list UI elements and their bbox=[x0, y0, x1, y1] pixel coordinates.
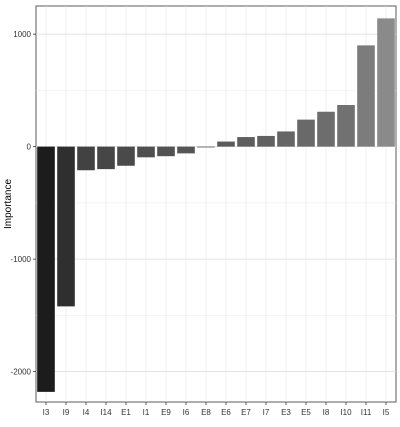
x-tick-label: I9 bbox=[63, 408, 70, 417]
x-tick-label: I1 bbox=[143, 408, 150, 417]
bar-E6 bbox=[217, 141, 235, 147]
x-tick-label: E7 bbox=[241, 408, 251, 417]
bar-I14 bbox=[97, 146, 115, 170]
x-tick-label: E1 bbox=[121, 408, 131, 417]
x-tick-label: I4 bbox=[83, 408, 90, 417]
x-tick-label: E5 bbox=[301, 408, 311, 417]
y-axis-title: Importance bbox=[3, 179, 14, 229]
bar-I3 bbox=[37, 146, 55, 392]
bar-E7 bbox=[237, 137, 255, 147]
x-tick-label: E3 bbox=[281, 408, 291, 417]
x-tick-label: I10 bbox=[340, 408, 352, 417]
y-tick-label: 0 bbox=[27, 143, 32, 152]
bar-I7 bbox=[257, 135, 275, 147]
bar-E5 bbox=[297, 119, 315, 147]
bar-I6 bbox=[177, 146, 195, 154]
bar-E1 bbox=[117, 146, 135, 166]
y-tick-label: -2000 bbox=[11, 368, 32, 377]
bar-I10 bbox=[337, 105, 355, 147]
bar-I9 bbox=[57, 146, 75, 307]
x-tick-label: I3 bbox=[43, 408, 50, 417]
bar-E3 bbox=[277, 131, 295, 147]
bars bbox=[37, 18, 395, 392]
bar-I8 bbox=[317, 111, 335, 147]
x-axis: I3 I9 I4 I14 E1 I1 E9 I6 E8 E6 E7 I7 E3 E5 I8 I10 I11 I5 bbox=[43, 402, 390, 417]
y-tick-label: 1000 bbox=[13, 30, 31, 39]
y-tick-label: -1000 bbox=[11, 255, 32, 264]
panel-border bbox=[35, 5, 397, 403]
x-tick-label: I8 bbox=[323, 408, 330, 417]
y-axis: 1000 0 -1000 -2000 bbox=[11, 30, 36, 377]
bar-I1 bbox=[137, 146, 155, 158]
x-tick-label: I5 bbox=[383, 408, 390, 417]
x-tick-label: I14 bbox=[100, 408, 112, 417]
x-tick-label: I6 bbox=[183, 408, 190, 417]
x-tick-label: I11 bbox=[361, 408, 372, 417]
bar-E9 bbox=[157, 146, 175, 157]
x-tick-label: E8 bbox=[201, 408, 211, 417]
bar-E8 bbox=[197, 146, 215, 148]
gridlines bbox=[36, 6, 396, 402]
bar-I5 bbox=[377, 18, 395, 147]
x-tick-label: I7 bbox=[263, 408, 270, 417]
x-tick-label: E9 bbox=[161, 408, 171, 417]
bar-I4 bbox=[77, 146, 95, 171]
x-tick-label: E6 bbox=[221, 408, 231, 417]
bar-I11 bbox=[357, 45, 375, 147]
